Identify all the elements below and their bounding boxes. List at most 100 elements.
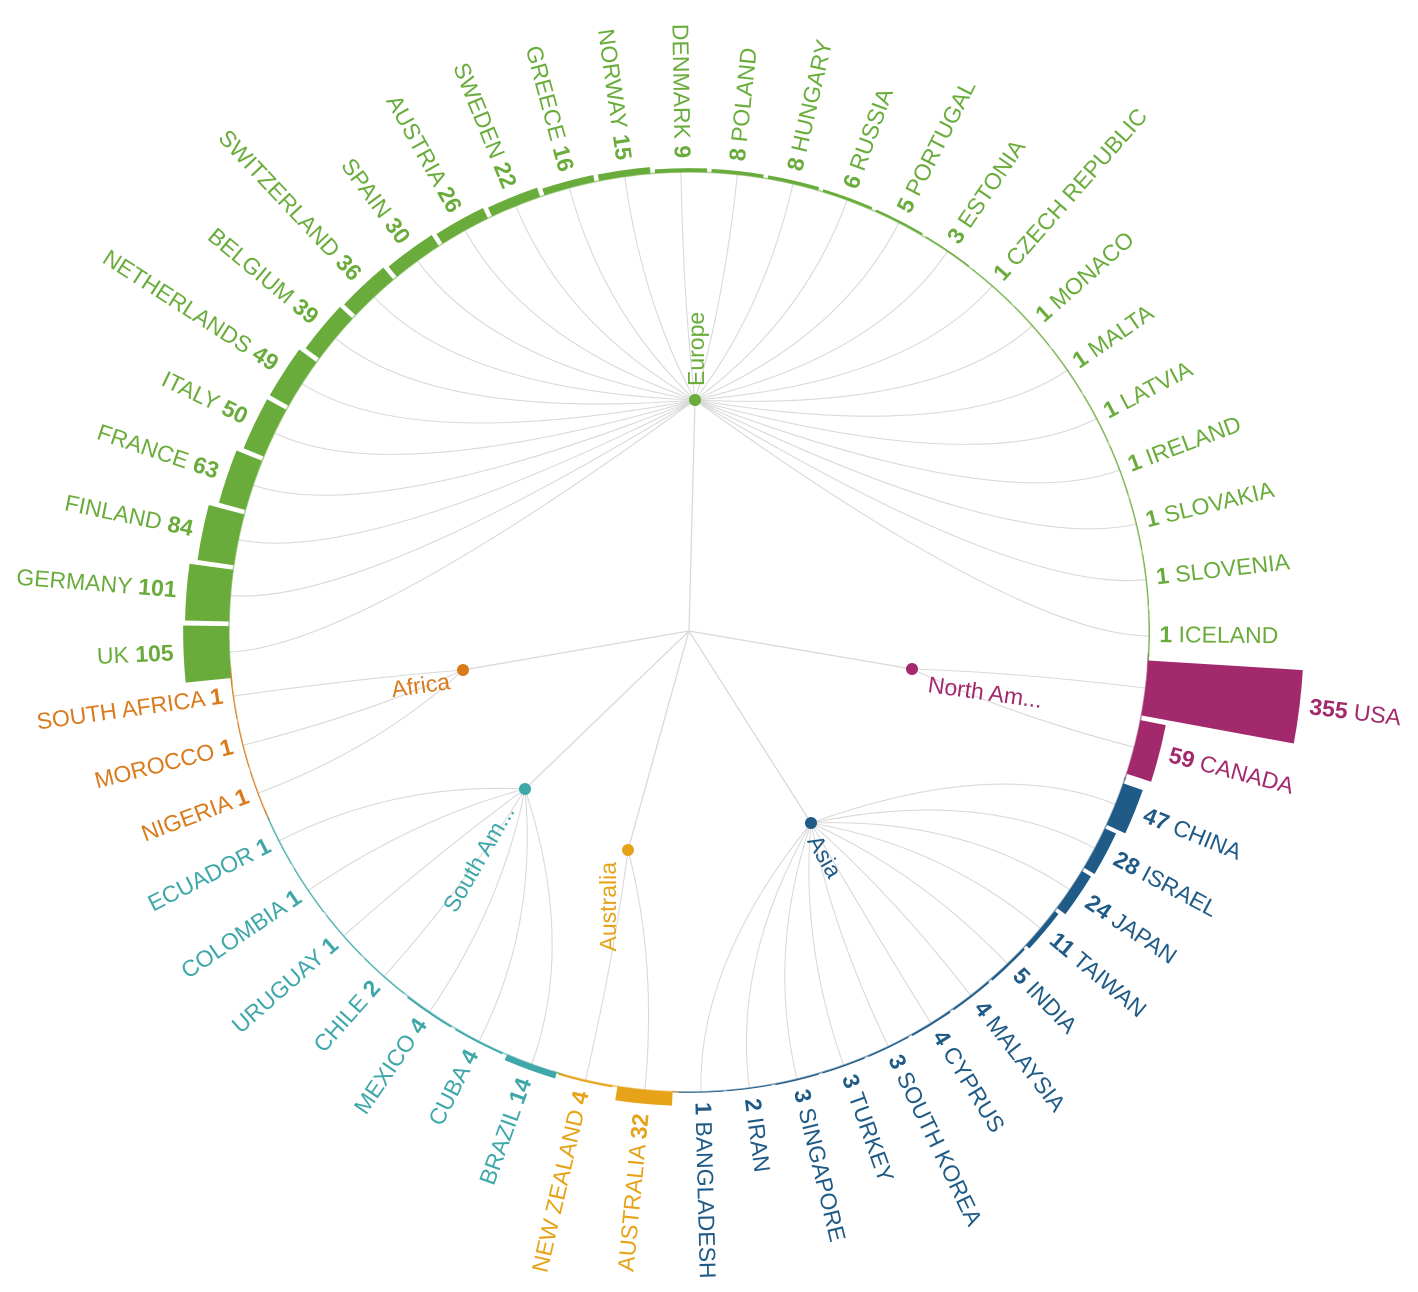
link-norway [624, 176, 696, 401]
bar-cuba [454, 1028, 503, 1055]
value-south-africa: 1 [208, 683, 224, 711]
name-south-africa: SOUTH AFRICA [35, 684, 212, 734]
bar-austria [436, 208, 488, 244]
name-usa: USA [1352, 699, 1403, 731]
name-uruguay: URUGUAY [227, 940, 334, 1038]
name-colombia: COLOMBIA [176, 891, 295, 984]
label-latvia: 1 LATVIA [1099, 355, 1197, 423]
bar-india [991, 948, 1025, 981]
link-ecuador [278, 787, 526, 842]
bar-uk [183, 625, 232, 683]
link-canada [911, 668, 1135, 748]
link-usa [911, 668, 1146, 689]
label-russia: 6 RUSSIA [838, 84, 899, 192]
country-bars [183, 167, 1303, 1106]
bar-greece [542, 174, 595, 196]
link-iceland [694, 399, 1149, 637]
link-austria [464, 230, 696, 401]
bar-brazil [504, 1054, 557, 1079]
value-norway: 15 [608, 133, 637, 162]
region-arcs [228, 171, 1150, 1093]
name-portugal: PORTUGAL [900, 76, 981, 200]
link-uruguay [343, 788, 526, 937]
link-hungary [694, 183, 794, 401]
name-france: FRANCE [94, 419, 198, 476]
name-latvia: LATVIA [1116, 355, 1197, 414]
value-denmark: 9 [669, 145, 695, 158]
trunk-north-am [688, 630, 913, 670]
region-dot-australia [622, 844, 634, 856]
name-estonia: ESTONIA [952, 134, 1030, 232]
link-japan [810, 822, 1071, 891]
bar-poland [711, 169, 764, 179]
label-greece: GREECE 16 [521, 43, 580, 174]
link-italy [274, 399, 696, 455]
name-japan: JAPAN [1107, 907, 1182, 969]
bar-china [1106, 783, 1143, 834]
bar-taiwan [1025, 911, 1059, 949]
name-ecuador: ECUADOR [143, 838, 263, 916]
link-australia [627, 849, 650, 1090]
bar-russia [822, 189, 873, 210]
bar-mexico [407, 996, 452, 1028]
trunk-south-am [524, 630, 690, 790]
label-uk: UK 105 [96, 640, 174, 669]
link-slovakia [694, 399, 1137, 530]
label-france: FRANCE 63 [94, 419, 222, 484]
bar-bangladesh [678, 1090, 724, 1093]
name-singapore: SINGAPORE [793, 1105, 850, 1244]
region-arc-north-am [1123, 653, 1150, 781]
name-monaco: MONACO [1044, 226, 1139, 314]
label-bangladesh: 1 BANGLADESH [690, 1102, 721, 1279]
link-denmark [680, 172, 696, 401]
link-greece [568, 187, 696, 401]
link-slovenia [694, 399, 1147, 582]
link-turkey [808, 822, 845, 1066]
bar-ireland [1109, 445, 1129, 495]
link-cuba [478, 788, 528, 1042]
bar-south-africa [230, 673, 238, 719]
region-arc-asia [671, 776, 1127, 1093]
link-czech-republic [694, 285, 993, 401]
region-arc-europe [228, 171, 1150, 686]
label-usa: 355 USA [1308, 693, 1403, 730]
name-canada: CANADA [1197, 750, 1297, 799]
name-greece: GREECE [521, 43, 573, 150]
link-colombia [308, 788, 526, 891]
label-singapore: 3 SINGAPORE [789, 1087, 851, 1245]
label-iceland: 1 ICELAND [1159, 621, 1278, 648]
name-india: INDIA [1021, 976, 1083, 1039]
link-mexico [429, 788, 526, 1013]
label-norway: NORWAY 15 [593, 27, 637, 162]
label-nigeria: NIGERIA 1 [138, 783, 253, 847]
region-dot-africa [457, 664, 469, 676]
name-mexico: MEXICO [349, 1024, 425, 1119]
bar-slovakia [1129, 498, 1143, 550]
value-finland: 84 [165, 511, 195, 542]
bar-netherlands [269, 349, 317, 406]
value-bangladesh: 1 [690, 1102, 716, 1122]
bar-italy [243, 399, 287, 457]
label-brazil: BRAZIL 14 [474, 1074, 537, 1188]
region-dot-south-am [519, 783, 531, 795]
name-israel: ISRAEL [1138, 861, 1223, 923]
name-sweden: SWEDEN [448, 59, 512, 168]
link-germany [230, 399, 696, 597]
bar-colombia [293, 868, 324, 913]
bar-cyprus [911, 1011, 951, 1037]
name-russia: RUSSIA [844, 84, 898, 174]
value-greece: 16 [548, 143, 580, 174]
region-label-north-am: North Am... [926, 671, 1044, 713]
bar-france [218, 450, 263, 511]
label-czech-republic: 1 CZECH REPUBLIC [988, 103, 1152, 285]
name-malta: MALTA [1083, 299, 1159, 362]
name-turkey: TURKEY [843, 1089, 899, 1186]
label-monaco: 1 MONACO [1030, 226, 1139, 327]
link-chile [383, 788, 526, 977]
value-poland: 8 [724, 140, 752, 162]
trunk-asia [688, 630, 812, 824]
value-uk: 105 [135, 640, 175, 668]
link-estonia [694, 251, 948, 401]
name-cyprus: CYPRUS [938, 1042, 1011, 1137]
bar-malaysia [952, 981, 990, 1011]
